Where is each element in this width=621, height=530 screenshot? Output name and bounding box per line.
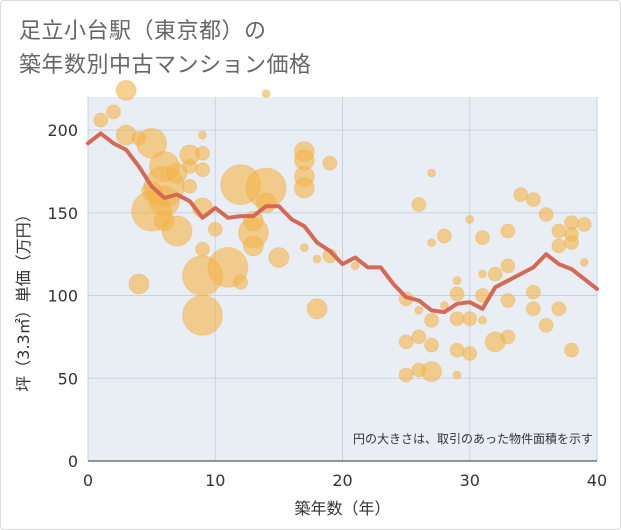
- data-bubble: [427, 168, 437, 178]
- data-bubble: [195, 145, 211, 161]
- data-bubble: [350, 261, 360, 271]
- chart-title-line1: 足立小台駅（東京都）の: [19, 19, 267, 44]
- y-tick-label: 200: [47, 121, 78, 140]
- data-bubble: [398, 334, 414, 350]
- data-bubble: [322, 155, 338, 171]
- bubble-series: [93, 79, 592, 383]
- data-bubble: [564, 342, 580, 358]
- data-bubble: [477, 315, 487, 325]
- data-bubble: [268, 246, 290, 268]
- data-bubble: [576, 216, 592, 232]
- data-bubble: [421, 361, 443, 383]
- data-bubble: [452, 370, 462, 380]
- data-bubble: [312, 254, 322, 264]
- data-bubble: [462, 345, 478, 361]
- data-bubble: [500, 293, 516, 309]
- data-bubble: [427, 238, 437, 248]
- data-bubble: [195, 162, 211, 178]
- bubble-size-note: 円の大きさは、取引のあった物件面積を示す: [353, 431, 593, 446]
- data-bubble: [182, 178, 198, 194]
- data-bubble: [182, 294, 224, 336]
- data-bubble: [198, 130, 208, 140]
- data-bubble: [182, 158, 198, 174]
- data-bubble: [93, 112, 109, 128]
- data-bubble: [136, 127, 168, 159]
- data-bubble: [564, 235, 580, 251]
- data-bubble: [477, 269, 487, 279]
- data-bubble: [525, 301, 541, 317]
- data-bubble: [207, 221, 223, 237]
- data-bubble: [452, 276, 462, 286]
- axes: 0 10 20 30 40 0 50 100 150 200: [47, 121, 607, 490]
- x-tick-label: 10: [205, 471, 225, 490]
- data-bubble: [242, 235, 264, 257]
- x-tick-label: 40: [587, 471, 607, 490]
- x-tick-label: 0: [83, 471, 93, 490]
- x-tick-label: 30: [460, 471, 480, 490]
- data-bubble: [500, 223, 516, 239]
- data-bubble: [233, 274, 249, 290]
- data-bubble: [261, 89, 271, 99]
- data-bubble: [500, 329, 516, 345]
- data-bubble: [462, 311, 478, 327]
- y-tick-label: 150: [47, 204, 78, 223]
- data-bubble: [449, 342, 465, 358]
- y-tick-label: 100: [47, 287, 78, 306]
- data-bubble: [538, 206, 554, 222]
- data-bubble: [411, 329, 427, 345]
- data-bubble: [411, 197, 427, 213]
- data-bubble: [525, 192, 541, 208]
- data-bubble: [538, 317, 554, 333]
- data-bubble: [436, 228, 452, 244]
- data-bubble: [551, 223, 567, 239]
- data-bubble: [465, 214, 475, 224]
- data-bubble: [293, 177, 315, 199]
- data-bubble: [525, 284, 541, 300]
- data-bubble: [513, 187, 529, 203]
- data-bubble: [414, 305, 424, 315]
- data-bubble: [449, 311, 465, 327]
- data-bubble: [299, 243, 309, 253]
- average-price-line: [86, 131, 599, 315]
- y-tick-label: 50: [58, 369, 78, 388]
- data-bubble: [195, 241, 211, 257]
- data-bubble: [105, 104, 121, 120]
- x-axis-title: 築年数（年）: [294, 499, 390, 518]
- data-bubble: [128, 273, 150, 295]
- chart-title: 足立小台駅（東京都）の 築年数別中古マンション価格: [19, 15, 579, 83]
- data-bubble: [166, 162, 188, 184]
- data-bubble: [551, 301, 567, 317]
- data-bubble: [115, 79, 137, 101]
- data-bubble: [449, 286, 465, 302]
- chart-title-line2: 築年数別中古マンション価格: [19, 53, 312, 78]
- data-bubble: [579, 257, 589, 267]
- data-bubble: [487, 266, 503, 282]
- trend-line-series: [86, 131, 599, 315]
- data-bubble: [424, 312, 440, 328]
- data-bubble: [551, 238, 567, 254]
- x-tick-label: 20: [332, 471, 352, 490]
- data-bubble: [500, 258, 516, 274]
- y-axis-title: 坪（3.3㎡）単価（万円）: [14, 206, 33, 391]
- data-bubble: [398, 367, 414, 383]
- data-bubble: [439, 300, 449, 310]
- data-bubble: [424, 337, 440, 353]
- data-bubble: [474, 230, 490, 246]
- data-bubble: [306, 298, 328, 320]
- data-bubble: [161, 215, 193, 247]
- y-tick-label: 0: [68, 452, 78, 471]
